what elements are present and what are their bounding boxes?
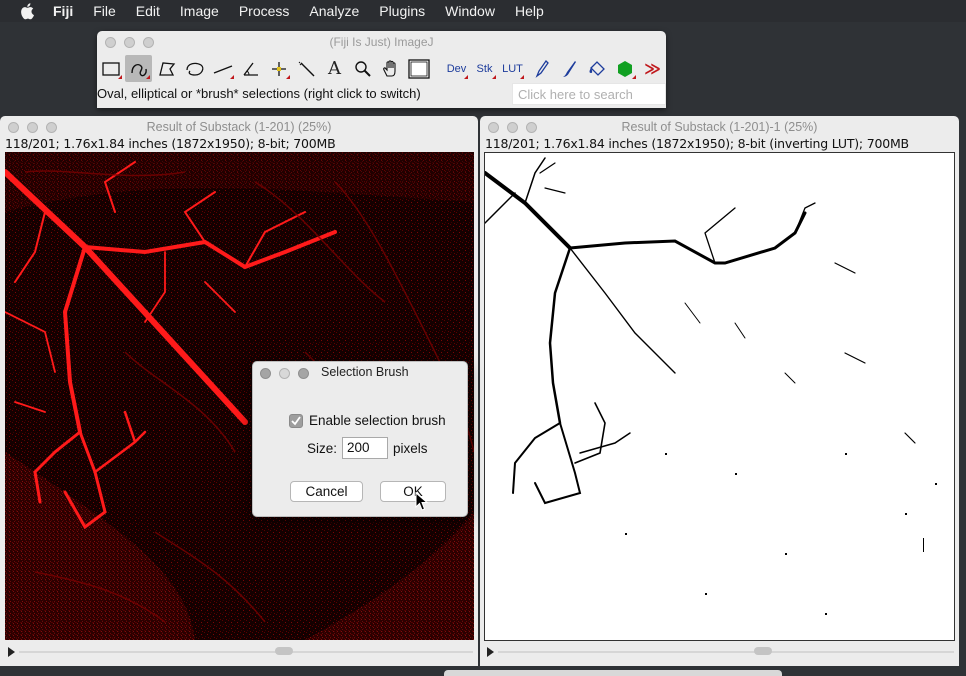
background-window-edge: [444, 670, 782, 676]
minimize-window-button[interactable]: [507, 121, 518, 133]
stack-slider-left[interactable]: [5, 643, 475, 663]
size-unit-label: pixels: [393, 440, 428, 456]
green-shape-tool-icon[interactable]: [611, 55, 638, 82]
flood-fill-tool-icon[interactable]: [583, 55, 610, 82]
menu-analyze[interactable]: Analyze: [309, 3, 360, 19]
wand-tool-icon[interactable]: [293, 55, 320, 82]
image-info-right: 118/201; 1.76x1.84 inches (1872x1950); 8…: [485, 136, 909, 151]
hand-tool-icon[interactable]: [377, 55, 404, 82]
ok-button[interactable]: OK: [380, 481, 446, 502]
menu-edit[interactable]: Edit: [135, 3, 160, 19]
apple-icon[interactable]: [17, 0, 39, 22]
menu-help[interactable]: Help: [514, 3, 544, 19]
color-picker-tool-icon[interactable]: [405, 55, 432, 82]
close-window-button[interactable]: [8, 121, 19, 133]
enable-brush-row: Enable selection brush: [289, 413, 446, 428]
text-tool-icon[interactable]: A: [328, 58, 341, 79]
image-window-left-title: Result of Substack (1-201) (25%): [146, 120, 332, 134]
zoom-window-button[interactable]: [143, 36, 154, 48]
menu-app-fiji[interactable]: Fiji: [53, 3, 74, 19]
freehand-tool-icon[interactable]: [181, 55, 208, 82]
image-window-left-titlebar[interactable]: Result of Substack (1-201) (25%): [0, 116, 478, 138]
tool-bar: A Dev Stk LUT ≫: [97, 54, 666, 82]
menu-process[interactable]: Process: [238, 3, 290, 19]
zoom-dialog-button[interactable]: [298, 367, 309, 379]
search-field[interactable]: Click here to search: [512, 83, 666, 105]
zoom-window-button[interactable]: [526, 121, 537, 133]
cancel-button[interactable]: Cancel: [290, 481, 363, 502]
stack-slider-right[interactable]: [484, 643, 956, 663]
slider-track[interactable]: [498, 651, 954, 653]
close-dialog-button[interactable]: [260, 367, 271, 379]
mouse-pointer-icon: [415, 491, 429, 517]
menu-image[interactable]: Image: [179, 3, 219, 19]
dialog-title: Selection Brush: [321, 365, 409, 379]
paintbrush-tool-icon[interactable]: [555, 55, 582, 82]
enable-brush-label: Enable selection brush: [309, 413, 446, 428]
magnifier-tool-icon[interactable]: [349, 55, 376, 82]
size-input[interactable]: 200: [342, 437, 389, 459]
menu-plugins[interactable]: Plugins: [379, 3, 426, 19]
oval-brush-tool-icon[interactable]: [125, 55, 152, 82]
play-icon[interactable]: [8, 647, 15, 657]
toolbar-window-titlebar[interactable]: (Fiji Is Just) ImageJ: [97, 31, 666, 53]
rectangle-tool-icon[interactable]: [97, 55, 124, 82]
image-window-right: Result of Substack (1-201)-1 (25%) 118/2…: [480, 116, 959, 666]
slider-track[interactable]: [19, 651, 473, 653]
imagej-toolbar-window: (Fiji Is Just) ImageJ A: [97, 31, 666, 108]
checkmark-icon: [291, 415, 301, 425]
stk-tool-button[interactable]: Stk: [471, 55, 498, 82]
image-window-right-title: Result of Substack (1-201)-1 (25%): [621, 120, 818, 134]
slider-thumb[interactable]: [754, 647, 772, 655]
more-tools-button[interactable]: ≫: [644, 60, 661, 78]
dev-tool-button[interactable]: Dev: [443, 55, 470, 82]
image-info-left: 118/201; 1.76x1.84 inches (1872x1950); 8…: [5, 136, 336, 151]
image-canvas-red-veins[interactable]: [2, 152, 475, 640]
toolbar-window-title: (Fiji Is Just) ImageJ: [329, 35, 434, 49]
point-tool-icon[interactable]: [265, 55, 292, 82]
dialog-titlebar[interactable]: Selection Brush: [253, 362, 467, 384]
image-canvas-binary-veins[interactable]: [483, 152, 955, 641]
polygon-tool-icon[interactable]: [153, 55, 180, 82]
selection-brush-dialog: Selection Brush Enable selection brush S…: [252, 361, 468, 517]
zoom-window-button[interactable]: [46, 121, 57, 133]
play-icon[interactable]: [487, 647, 494, 657]
size-label: Size:: [307, 440, 338, 456]
menu-bar: Fiji File Edit Image Process Analyze Plu…: [0, 0, 966, 22]
enable-brush-checkbox[interactable]: [289, 413, 303, 428]
slider-thumb[interactable]: [275, 647, 293, 655]
minimize-window-button[interactable]: [124, 36, 135, 48]
image-window-right-titlebar[interactable]: Result of Substack (1-201)-1 (25%): [480, 116, 959, 138]
toolbar-status-text: Oval, elliptical or *brush* selections (…: [97, 86, 421, 101]
angle-tool-icon[interactable]: [237, 55, 264, 82]
minimize-window-button[interactable]: [27, 121, 38, 133]
brush-size-row: Size: 200 pixels: [307, 437, 428, 459]
line-tool-icon[interactable]: [209, 55, 236, 82]
pencil-tool-icon[interactable]: [527, 55, 554, 82]
lut-tool-button[interactable]: LUT: [499, 55, 526, 82]
close-window-button[interactable]: [105, 36, 116, 48]
menu-file[interactable]: File: [93, 3, 116, 19]
minimize-dialog-button[interactable]: [279, 367, 290, 379]
close-window-button[interactable]: [488, 121, 499, 133]
menu-window[interactable]: Window: [445, 3, 495, 19]
